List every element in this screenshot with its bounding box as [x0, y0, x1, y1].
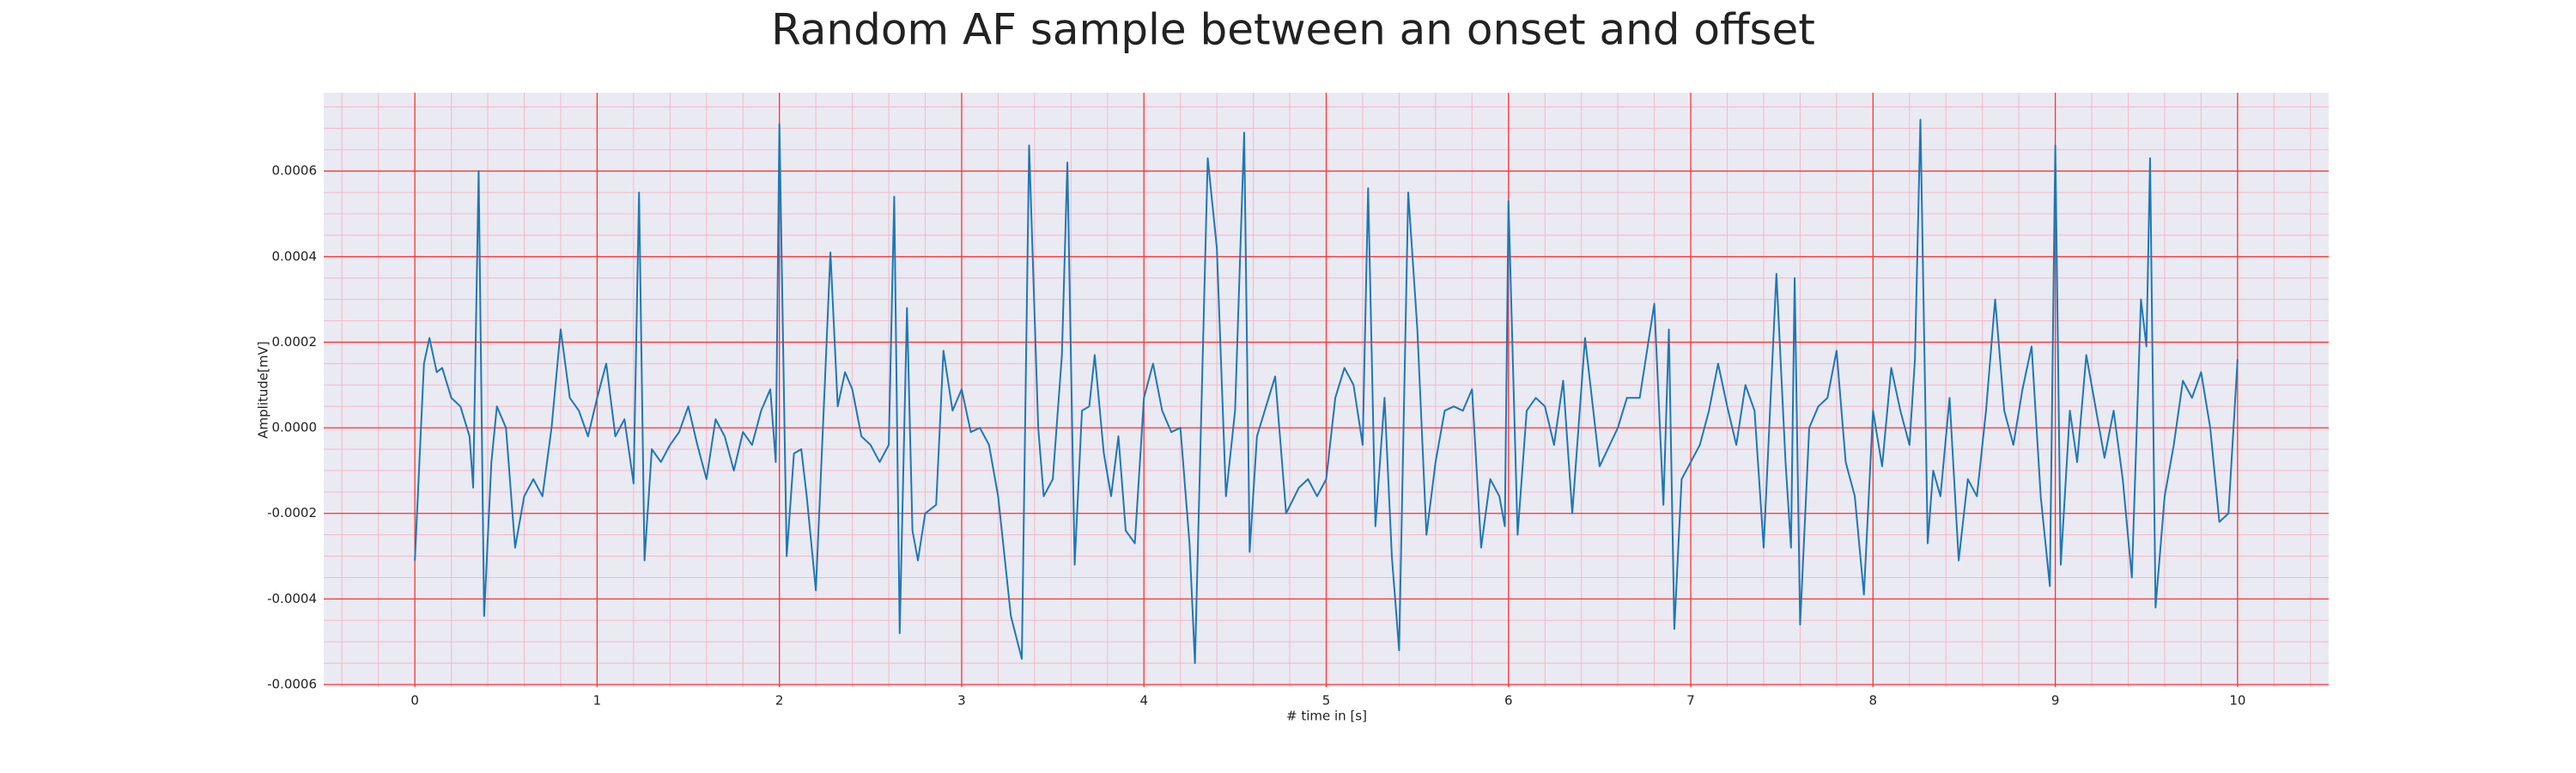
y-tick-label: 0.0006 [272, 163, 318, 179]
x-tick-label: 9 [2051, 693, 2060, 709]
x-tick-label: 7 [1686, 693, 1695, 709]
x-tick-label: 4 [1139, 693, 1148, 709]
plot-area [324, 93, 2329, 687]
x-tick-label: 3 [957, 693, 966, 709]
y-axis-label: Amplitude[mV] [256, 341, 271, 438]
y-tick-label: 0.0004 [272, 248, 318, 264]
x-tick-label: 5 [1322, 693, 1331, 709]
y-tick-label: 0.0002 [272, 334, 318, 350]
x-axis-label: # time in [s] [1286, 709, 1367, 724]
y-tick-label: -0.0002 [267, 505, 317, 520]
x-tick-label: 6 [1504, 693, 1513, 709]
signal-line [414, 119, 2239, 665]
x-tick-label: 2 [775, 693, 784, 709]
y-tick-label: 0.0000 [272, 420, 318, 435]
x-tick-label: 10 [2229, 693, 2245, 709]
x-tick-label: 1 [593, 693, 602, 709]
chart-title: Random AF sample between an onset and of… [771, 5, 1815, 55]
x-tick-label: 0 [410, 693, 419, 709]
x-tick-label: 8 [1869, 693, 1878, 709]
y-tick-label: -0.0004 [267, 591, 317, 606]
y-tick-label: -0.0006 [267, 677, 317, 692]
